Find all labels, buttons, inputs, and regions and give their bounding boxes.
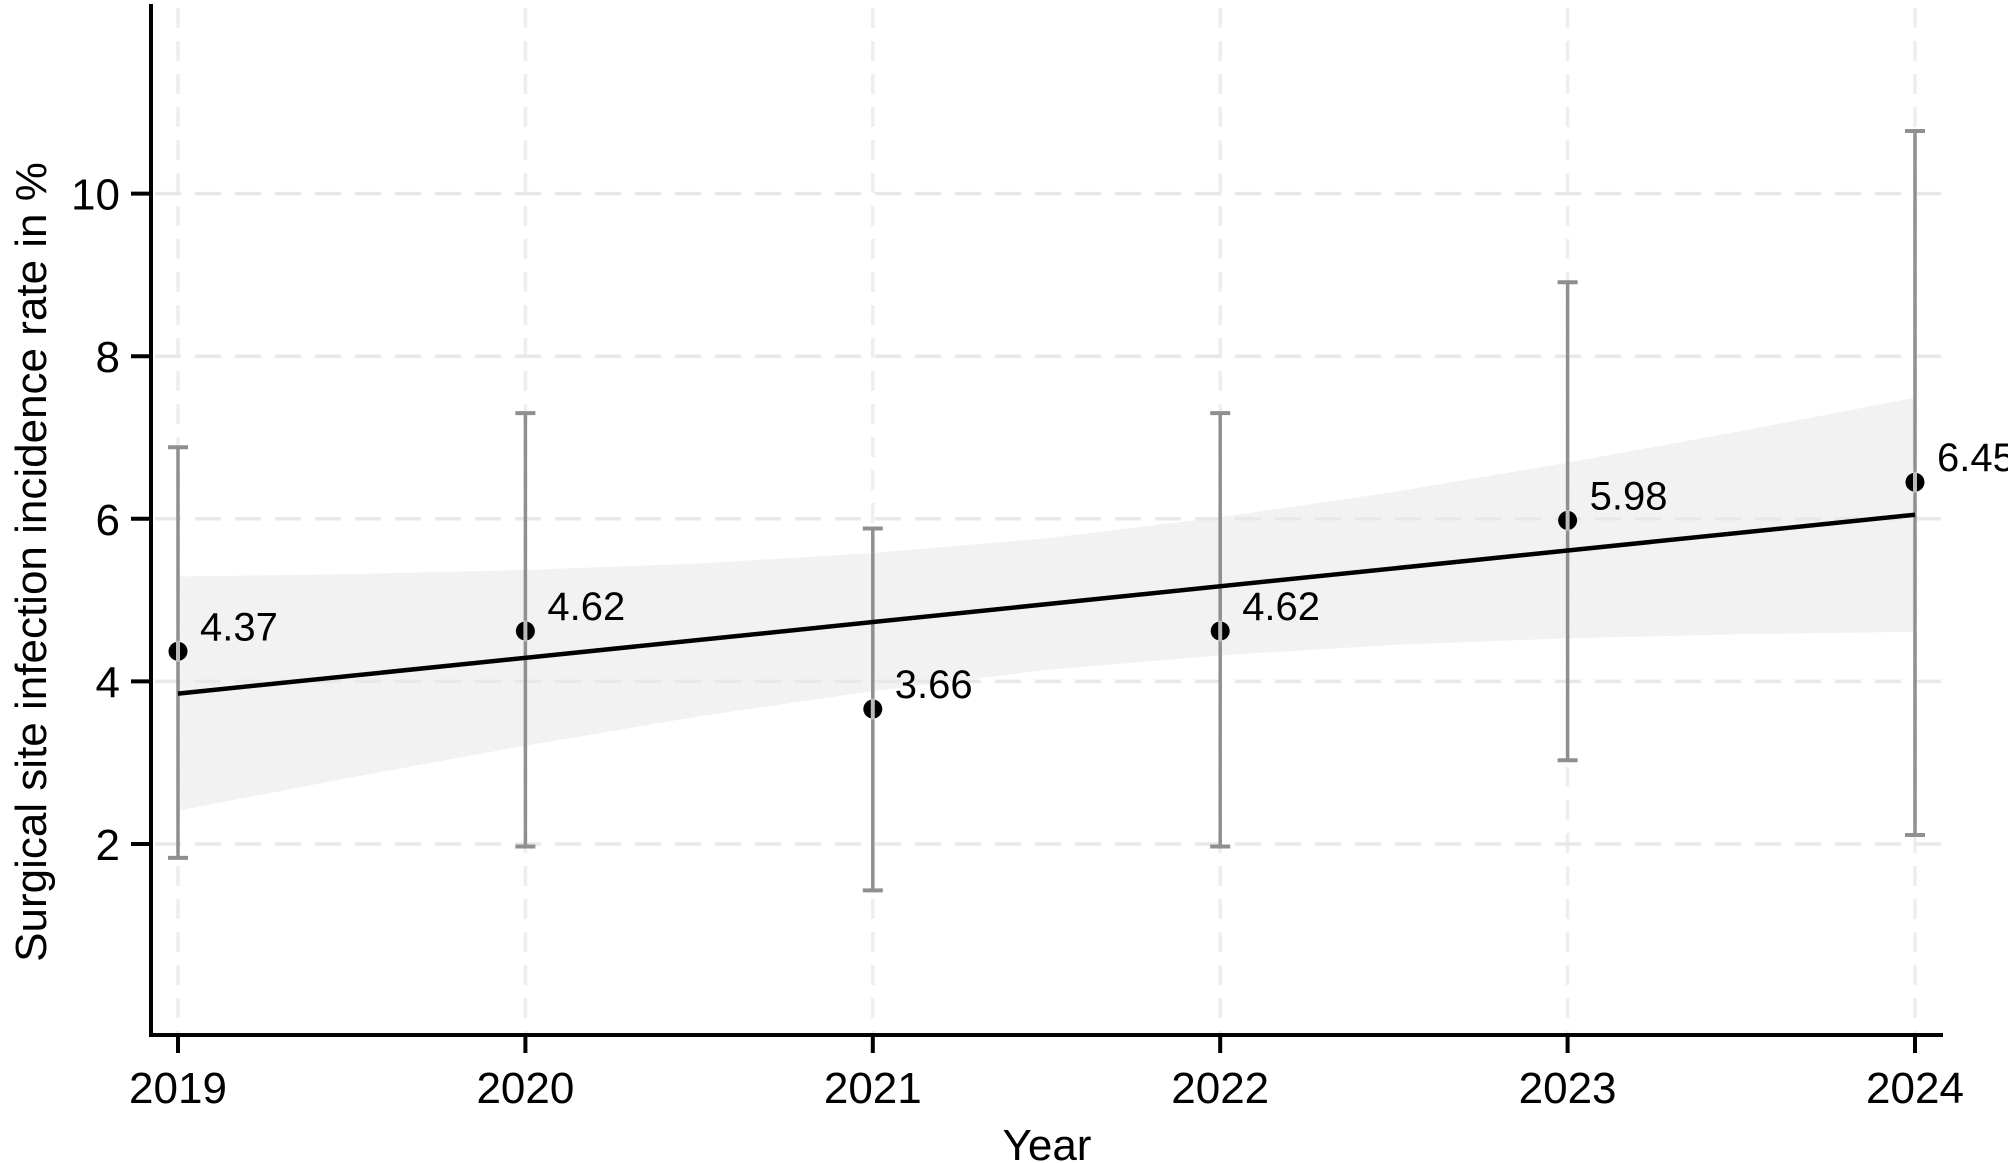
trend-line <box>177 512 1916 696</box>
y-tick-label: 2 <box>96 821 120 870</box>
x-tick-label: 2023 <box>1519 1064 1617 1113</box>
x-tick-label: 2021 <box>824 1064 922 1113</box>
data-point-label: 4.37 <box>200 605 278 649</box>
x-tick-label: 2020 <box>476 1064 574 1113</box>
x-tick-label: 2022 <box>1171 1064 1269 1113</box>
x-tick-label: 2019 <box>129 1064 227 1113</box>
y-tick-label: 4 <box>96 658 120 707</box>
y-tick-label: 8 <box>96 333 120 382</box>
y-axis-title: Surgical site infection incidence rate i… <box>7 162 56 962</box>
data-point-label: 4.62 <box>1242 585 1320 629</box>
x-axis-title: Year <box>1003 1121 1092 1163</box>
data-point-label: 6.45 <box>1937 436 2008 480</box>
data-point-label: 5.98 <box>1590 474 1668 518</box>
data-point-label: 4.62 <box>547 585 625 629</box>
y-tick-label: 10 <box>71 171 120 220</box>
x-tick-label: 2024 <box>1866 1064 1964 1113</box>
y-tick-label: 6 <box>96 496 120 545</box>
data-point-label: 3.66 <box>895 663 973 707</box>
